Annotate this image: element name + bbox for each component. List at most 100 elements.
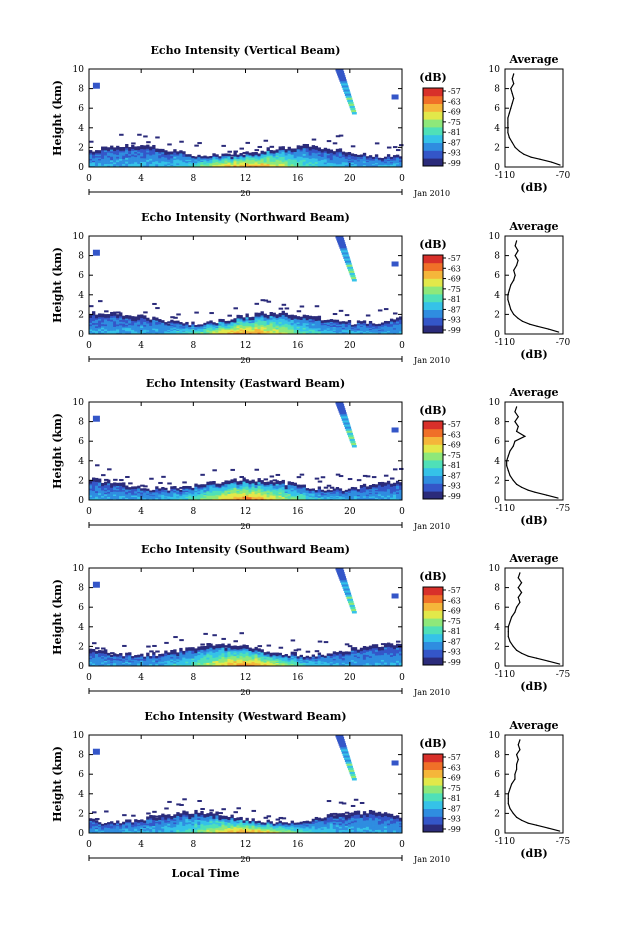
heatmap-cell: [209, 312, 214, 315]
heatmap-cell: [110, 657, 114, 659]
heatmap-cell: [218, 486, 222, 489]
heatmap-cell: [257, 328, 261, 331]
heatmap-cell: [152, 660, 156, 662]
heatmap-cell: [296, 322, 300, 324]
heatmap-cell: [251, 153, 255, 155]
heatmap-cell: [272, 328, 276, 331]
heatmap-cell: [146, 494, 150, 496]
heatmap-cell: [389, 323, 394, 326]
heatmap-cell: [332, 490, 337, 492]
heatmap-cell: [143, 656, 147, 658]
heatmap-cell: [104, 483, 108, 486]
heatmap-cell: [233, 489, 237, 492]
heatmap-cell: [200, 165, 204, 167]
heatmap-cell: [326, 159, 331, 162]
heatmap-cell: [101, 160, 105, 163]
heatmap-cell: [131, 144, 135, 148]
heatmap-cell: [344, 158, 349, 161]
heatmap-cell: [116, 156, 120, 159]
heatmap-cell: [296, 154, 300, 157]
heatmap-cell: [167, 329, 171, 331]
heatmap-cell: [221, 324, 225, 326]
heatmap-cell: [200, 156, 204, 158]
heatmap-cell: [176, 496, 180, 498]
heatmap-cell: [314, 490, 319, 493]
heatmap-cell: [254, 496, 258, 499]
heatmap-cell: [221, 489, 225, 492]
heatmap-cell: [242, 644, 246, 647]
heatmap-cell: [95, 655, 99, 658]
heatmap-cell: [122, 483, 126, 486]
heatmap-cell: [386, 490, 391, 493]
heatmap-cell: [350, 329, 355, 331]
heatmap-cell: [200, 325, 204, 328]
average-y-tick-label: 8: [494, 418, 500, 428]
heatmap-cell: [323, 163, 328, 166]
heatmap-cell: [365, 157, 370, 159]
heatmap-cell: [339, 412, 347, 415]
heatmap-cell: [392, 468, 398, 471]
heatmap-cell: [143, 664, 147, 666]
heatmap-cell: [125, 159, 129, 162]
heatmap-cell: [281, 151, 285, 154]
heatmap-cell: [137, 490, 141, 493]
heatmap-cell: [305, 329, 309, 332]
heatmap-cell: [206, 160, 210, 163]
heatmap-cell: [287, 163, 291, 166]
heatmap-cell: [146, 161, 150, 164]
heatmap-cell: [386, 493, 391, 496]
heatmap-cell: [350, 330, 355, 333]
heatmap-cell: [371, 487, 376, 490]
heatmap-cell: [206, 495, 210, 498]
average-x-tick-label: -110: [495, 171, 515, 181]
heatmap-cell: [146, 324, 150, 327]
heatmap-cell: [257, 494, 261, 497]
heatmap-cell: [194, 494, 198, 497]
average-profile-point: [516, 264, 518, 266]
heatmap-cell: [215, 664, 219, 667]
heatmap-cell: [149, 493, 153, 495]
heatmap-cell: [350, 156, 355, 159]
heatmap-cell: [110, 664, 114, 666]
heatmap-cell: [365, 489, 370, 492]
heatmap-cell: [317, 160, 322, 163]
heatmap-cell: [158, 153, 162, 156]
heatmap-cell: [365, 160, 370, 162]
average-profile-point: [517, 259, 519, 262]
heatmap-cell: [299, 331, 303, 333]
heatmap-cell: [308, 492, 313, 494]
heatmap-cell: [236, 659, 240, 662]
colorbar-segment: [423, 444, 443, 453]
heatmap-cell: [342, 87, 350, 90]
heatmap-cell: [353, 330, 358, 332]
heatmap-cell: [314, 326, 319, 329]
heatmap-cell: [176, 656, 180, 659]
heatmap-cell: [149, 650, 154, 653]
heatmap-cell: [206, 161, 210, 163]
colorbar-segment: [423, 134, 443, 143]
heatmap-cell: [260, 498, 264, 501]
heatmap-cell: [161, 324, 165, 327]
heatmap-cell: [263, 478, 269, 481]
heatmap-cell: [134, 493, 138, 495]
heatmap-cell: [104, 165, 108, 168]
heatmap-cell: [236, 322, 240, 325]
heatmap-cell: [116, 658, 120, 660]
heatmap-cell: [116, 320, 120, 323]
heatmap-cell: [386, 158, 391, 160]
heatmap-cell: [164, 660, 168, 663]
heatmap-cell: [95, 477, 99, 481]
heatmap-cell: [119, 658, 123, 660]
heatmap-cell: [347, 327, 352, 329]
heatmap-cell: [239, 648, 243, 652]
heatmap-cell: [251, 658, 255, 661]
heatmap-cell: [185, 160, 189, 163]
heatmap-cell: [218, 163, 222, 165]
heatmap-cell: [263, 163, 267, 165]
heatmap-cell: [245, 152, 249, 155]
heatmap-cell: [296, 145, 300, 148]
heatmap-cell: [293, 157, 297, 160]
heatmap-cell: [131, 148, 135, 151]
heatmap-cell: [185, 162, 189, 165]
heatmap-cell: [365, 163, 370, 165]
